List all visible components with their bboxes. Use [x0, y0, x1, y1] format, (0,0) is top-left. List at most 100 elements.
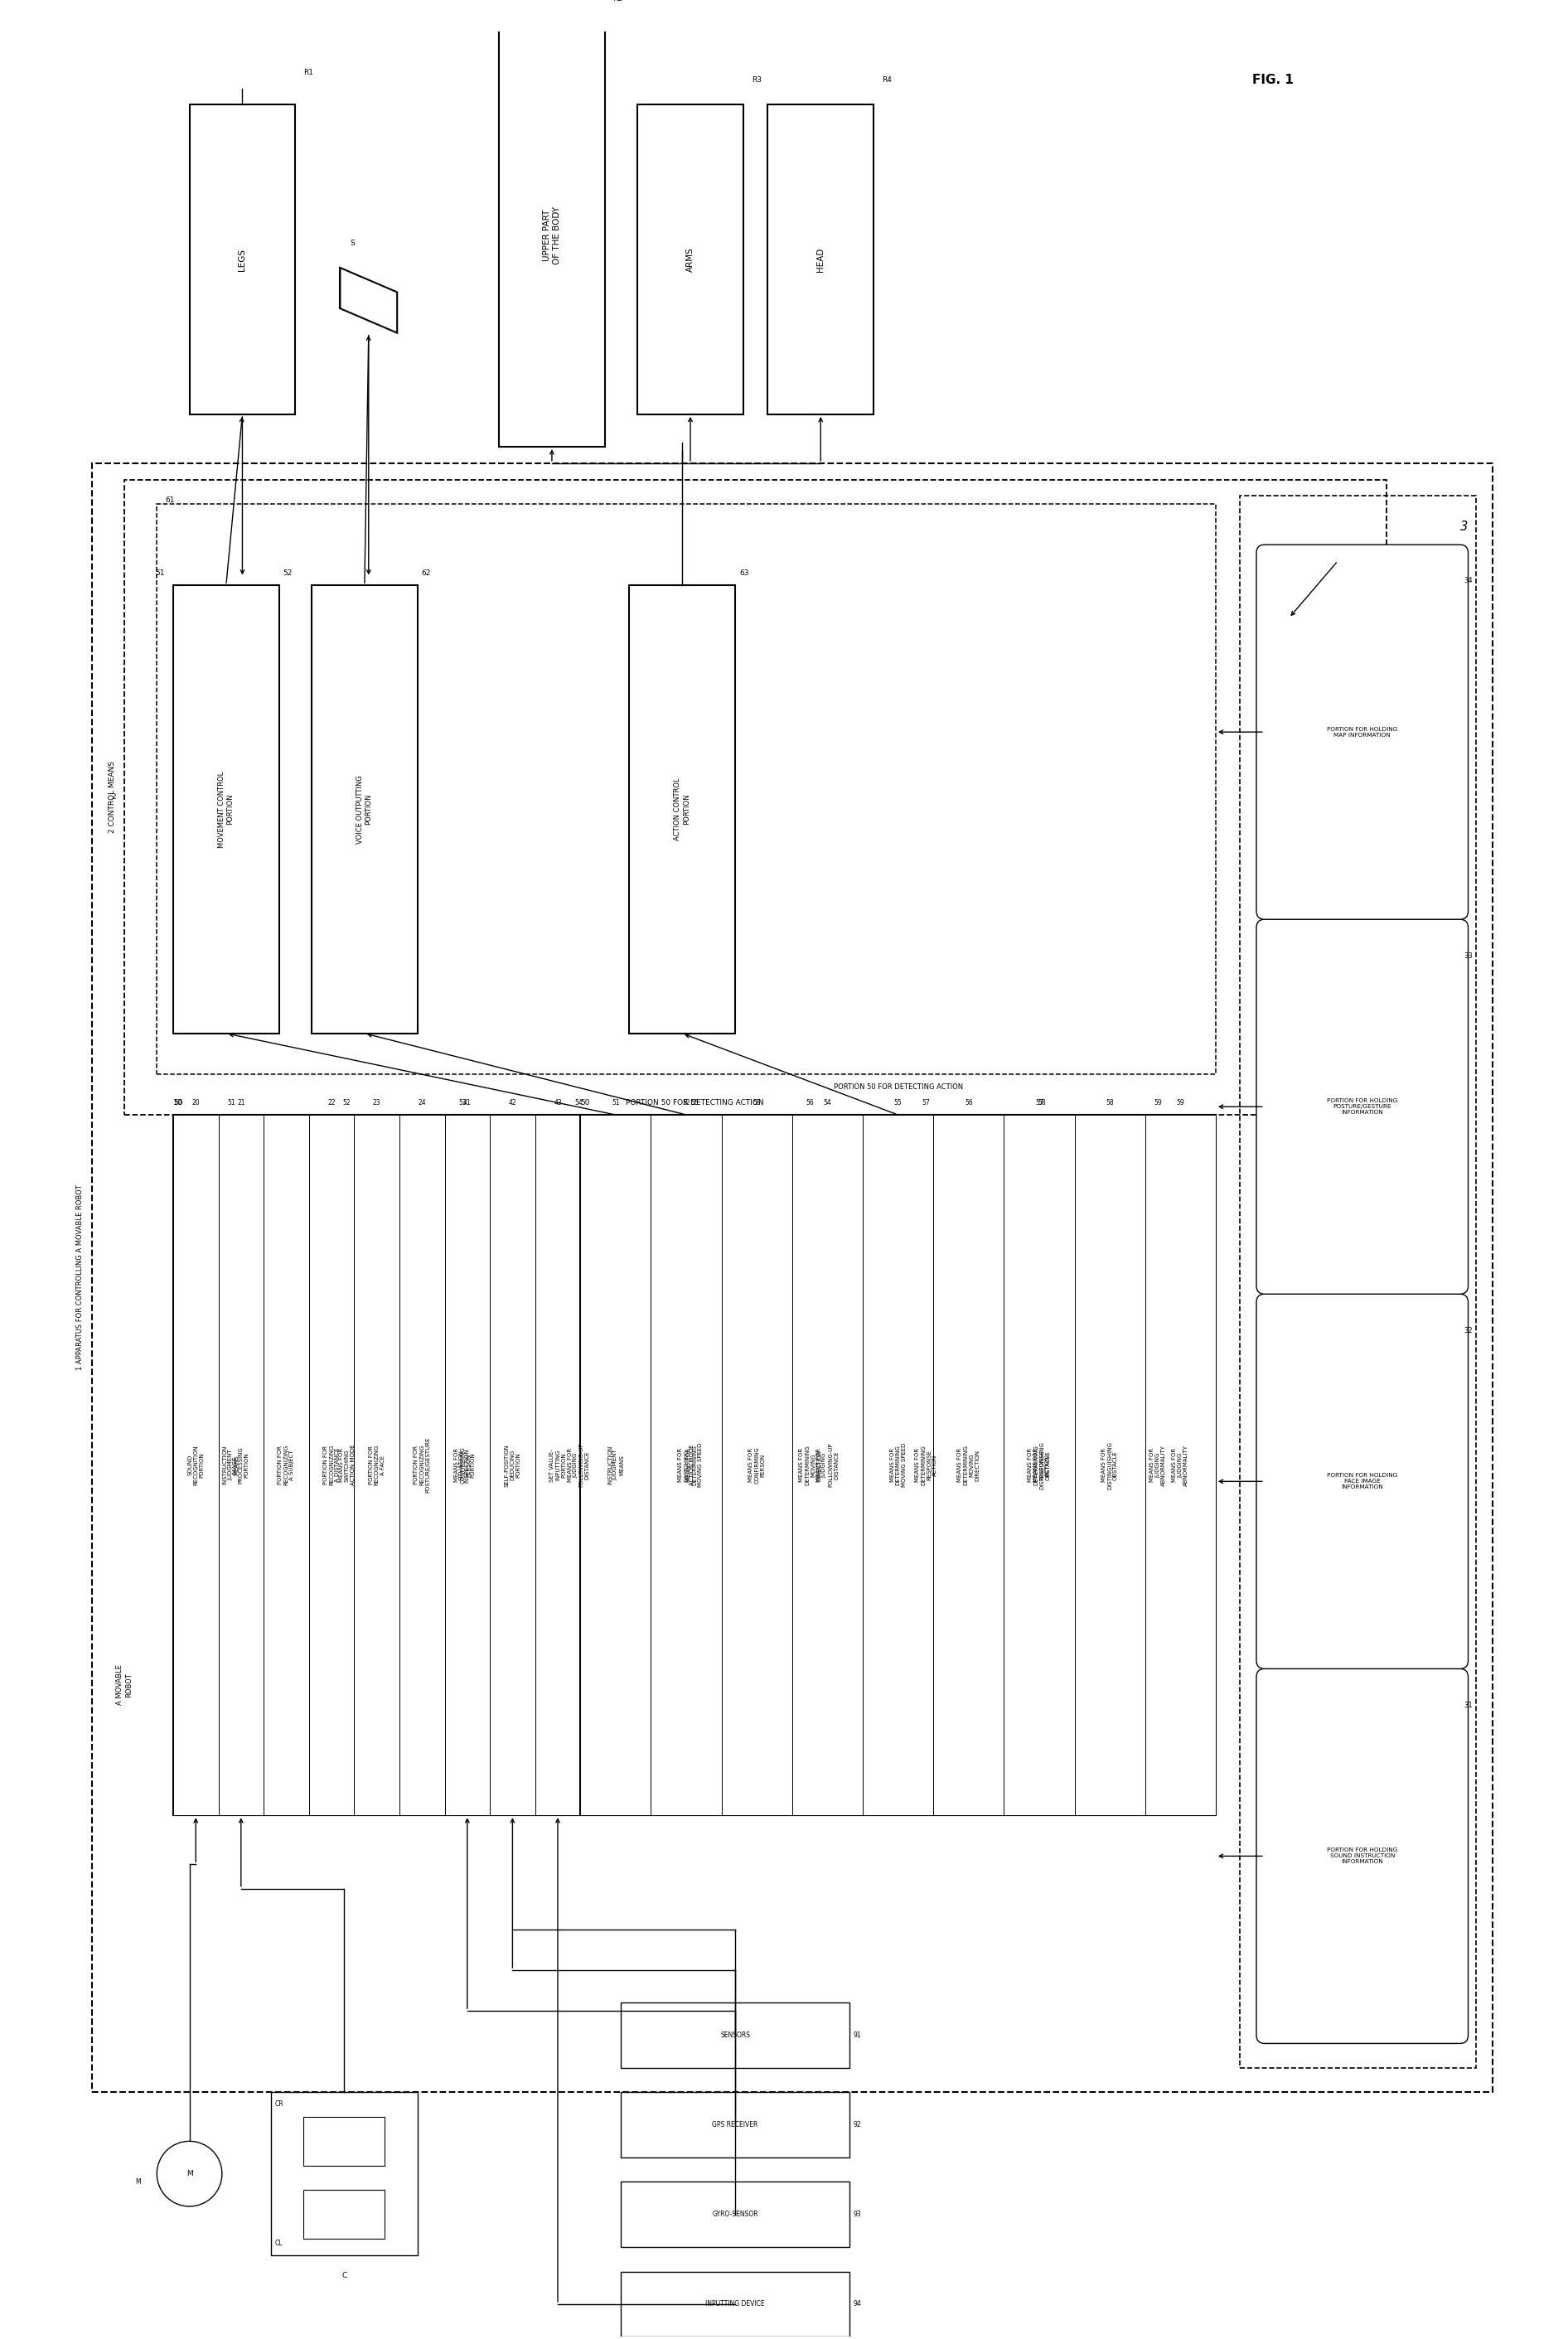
Text: S: S [350, 239, 354, 248]
Text: 1 APPARATUS FOR CONTROLLING A MOVABLE ROBOT: 1 APPARATUS FOR CONTROLLING A MOVABLE RO… [77, 1186, 83, 1371]
Text: MEANS FOR
DETERMINING
RESPONSE
ACTION: MEANS FOR DETERMINING RESPONSE ACTION [1029, 1446, 1051, 1485]
Text: 55: 55 [894, 1099, 902, 1106]
Text: 41: 41 [463, 1099, 472, 1106]
Bar [172, 1116, 1215, 1815]
Text: MEANS FOR
JUDGING
FOLLOWING-UP
DISTANCE: MEANS FOR JUDGING FOLLOWING-UP DISTANCE [568, 1443, 590, 1488]
Text: MEANS FOR
CONFIRMING
PERSON: MEANS FOR CONFIRMING PERSON [455, 1446, 470, 1483]
Text: 92: 92 [853, 2121, 861, 2128]
Bar [862, 1116, 933, 1815]
Text: PORTION 50 FOR DETECTING ACTION: PORTION 50 FOR DETECTING ACTION [626, 1099, 764, 1106]
Text: MEANS FOR
DETERMINING
MOVING SPEED: MEANS FOR DETERMINING MOVING SPEED [687, 1443, 702, 1488]
Bar [1145, 1116, 1215, 1815]
Bar [721, 1116, 792, 1815]
Bar [535, 1116, 580, 1815]
Text: R3: R3 [751, 77, 762, 84]
Text: 55: 55 [690, 1099, 698, 1106]
Text: FIG. 1: FIG. 1 [1251, 75, 1294, 87]
Text: 54: 54 [574, 1099, 583, 1106]
Text: 54: 54 [823, 1099, 831, 1106]
Text: 57: 57 [922, 1099, 930, 1106]
Text: MEANS FOR
DETERMINING
MOVING
DIRECTION: MEANS FOR DETERMINING MOVING DIRECTION [800, 1446, 822, 1485]
Bar [985, 1116, 1099, 1815]
Text: IMAGE
PROCESSING
PORTION: IMAGE PROCESSING PORTION [232, 1446, 249, 1483]
Text: M: M [135, 2178, 141, 2185]
Text: 10: 10 [172, 1099, 183, 1106]
Bar [263, 1116, 309, 1815]
Text: MEANS FOR
DETERMINING
MOVING
DIRECTION: MEANS FOR DETERMINING MOVING DIRECTION [958, 1446, 980, 1485]
Bar [400, 1116, 445, 1815]
Text: 93: 93 [853, 2210, 861, 2217]
Text: 34: 34 [1465, 578, 1472, 585]
Text: MEANS FOR
CONFIRMING
PERSON: MEANS FOR CONFIRMING PERSON [748, 1446, 765, 1483]
Text: MEANS FOR
DISTINGUISHING
OBSTACLE: MEANS FOR DISTINGUISHING OBSTACLE [1033, 1441, 1051, 1490]
Bar [172, 1116, 580, 1815]
Text: PORTION FOR
RECOGNIZING
A SUBJECT: PORTION FOR RECOGNIZING A SUBJECT [278, 1446, 295, 1485]
Text: MEANS FOR
SWITCHING
ACTION MODE: MEANS FOR SWITCHING ACTION MODE [339, 1446, 356, 1485]
Text: A MOVABLE
ROBOT: A MOVABLE ROBOT [116, 1665, 132, 1705]
Bar [580, 1116, 1215, 1815]
Text: 57: 57 [1035, 1099, 1043, 1106]
Text: GYRO-SENSOR: GYRO-SENSOR [712, 2210, 759, 2217]
Text: PORTION FOR
RECOGNIZING
A FACE: PORTION FOR RECOGNIZING A FACE [368, 1446, 386, 1485]
FancyBboxPatch shape [1256, 1668, 1468, 2044]
Text: 52: 52 [284, 571, 293, 578]
Bar [637, 1116, 753, 1815]
Text: MEANS FOR
JUDGING
FOLLOWING-UP
DISTANCE: MEANS FOR JUDGING FOLLOWING-UP DISTANCE [817, 1443, 839, 1488]
Text: CR: CR [274, 2100, 284, 2107]
Text: C: C [342, 2271, 347, 2278]
Bar [621, 2002, 850, 2068]
Text: MEANS FOR
JUDGING
ABNORMALITY: MEANS FOR JUDGING ABNORMALITY [1149, 1446, 1167, 1485]
Text: 3: 3 [1460, 519, 1468, 533]
Bar [933, 1116, 1004, 1815]
Bar [172, 585, 279, 1034]
Bar [621, 2182, 850, 2248]
Text: SENSORS: SENSORS [720, 2033, 750, 2040]
Text: 51: 51 [155, 571, 165, 578]
Text: INPUTTING DEVICE: INPUTTING DEVICE [706, 2299, 765, 2309]
Text: PORTION FOR
RECOGNIZING
A DISTANCE: PORTION FOR RECOGNIZING A DISTANCE [323, 1446, 340, 1485]
Text: VOICE OUTPUTTING
PORTION: VOICE OUTPUTTING PORTION [356, 774, 373, 844]
Text: 21: 21 [237, 1099, 245, 1106]
Text: 32: 32 [1465, 1326, 1472, 1333]
Bar [621, 2271, 850, 2337]
Bar [157, 503, 1215, 1074]
Text: R1: R1 [304, 68, 314, 75]
Text: INSTRUCTION
JUDGMENT
MEANS: INSTRUCTION JUDGMENT MEANS [223, 1446, 240, 1485]
Text: MEANS FOR
JUDGING
ABNORMALITY: MEANS FOR JUDGING ABNORMALITY [1173, 1446, 1189, 1485]
Text: 2 CONTROL MEANS: 2 CONTROL MEANS [108, 760, 116, 833]
Bar [580, 1116, 651, 1815]
Bar [1074, 1116, 1145, 1815]
Text: PORTION FOR HOLDING
SOUND INSTRUCTION
INFORMATION: PORTION FOR HOLDING SOUND INSTRUCTION IN… [1327, 1848, 1397, 1864]
Text: MEANS FOR
DISTINGUISHING
OBSTACLE: MEANS FOR DISTINGUISHING OBSTACLE [1101, 1441, 1118, 1490]
Text: SOUND
RECOGNITION
PORTION: SOUND RECOGNITION PORTION [188, 1446, 204, 1485]
Bar [289, 1116, 405, 1815]
Text: 52: 52 [682, 1099, 690, 1106]
Text: INSTRUCTION
JUDGMENT
MEANS: INSTRUCTION JUDGMENT MEANS [607, 1446, 624, 1485]
FancyBboxPatch shape [1256, 545, 1468, 919]
Text: 23: 23 [373, 1099, 381, 1106]
Bar [172, 1116, 289, 1815]
Text: SET VALUE-
INPUTTING
PORTION: SET VALUE- INPUTTING PORTION [549, 1448, 566, 1481]
Bar [445, 1116, 489, 1815]
Bar [629, 585, 735, 1034]
Text: 62: 62 [422, 571, 431, 578]
Bar [1099, 1116, 1215, 1815]
Text: SELF-POSITION
DEDUCING
PORTION: SELF-POSITION DEDUCING PORTION [505, 1443, 521, 1488]
Bar [768, 105, 873, 414]
Bar [753, 1116, 869, 1815]
Bar [792, 1116, 862, 1815]
Bar [638, 105, 743, 414]
Text: M: M [187, 2171, 193, 2178]
Text: 53: 53 [459, 1099, 467, 1106]
Bar [621, 2093, 850, 2157]
Text: 53: 53 [753, 1099, 760, 1106]
Text: 33: 33 [1465, 952, 1472, 959]
Bar [489, 1116, 535, 1815]
Text: 94: 94 [853, 2299, 861, 2309]
Text: ACTION CONTROL
PORTION: ACTION CONTROL PORTION [674, 779, 690, 840]
Bar [304, 2189, 384, 2238]
Text: 56: 56 [964, 1099, 972, 1106]
Text: 51: 51 [227, 1099, 235, 1106]
Bar [521, 1116, 637, 1815]
Bar [651, 1116, 721, 1815]
